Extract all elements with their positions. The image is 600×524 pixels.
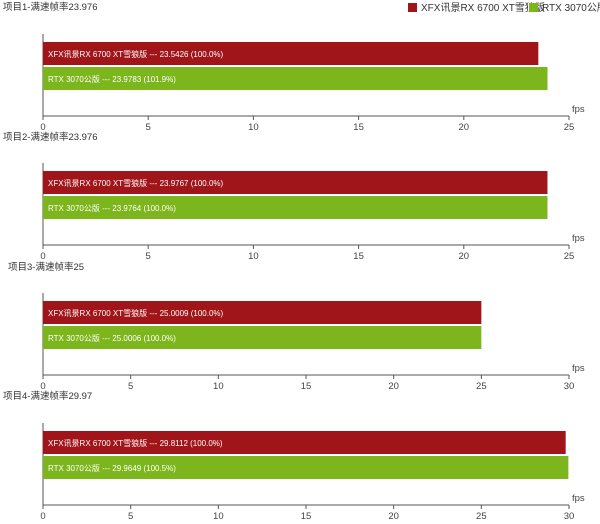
bar-rtx [43, 326, 482, 349]
x-axis-unit: fps [572, 104, 585, 115]
x-tick-label: 0 [40, 381, 45, 392]
bar-label-rtx: RTX 3070公版 --- 23.9764 (100.0%) [48, 203, 176, 213]
x-tick-label: 10 [248, 122, 259, 133]
x-axis-unit: fps [572, 363, 585, 374]
bar-label-xfx: XFX讯景RX 6700 XT雪狼版 --- 25.0009 (100.0%) [48, 308, 224, 318]
x-tick-label: 10 [248, 251, 259, 262]
bar-rtx [43, 456, 569, 479]
x-tick-label: 30 [564, 511, 575, 522]
x-tick-label: 10 [213, 381, 224, 392]
x-axis-unit: fps [572, 233, 585, 244]
chart-panel-1: 项目1-满速帧率23.976 XFX讯景RX 6700 XT雪狼版 --- 23.… [3, 1, 585, 133]
x-tick-label: 25 [564, 122, 575, 133]
legend-label-rtx: RTX 3070公版 [542, 1, 600, 14]
bar-label-rtx: RTX 3070公版 --- 23.9783 (101.9%) [48, 74, 176, 84]
bar-label-xfx: XFX讯景RX 6700 XT雪狼版 --- 23.5426 (100.0%) [48, 49, 224, 59]
panel-title: 项目4-满速帧率29.97 [3, 390, 92, 402]
x-tick-label: 5 [146, 122, 151, 133]
x-tick-label: 25 [476, 511, 487, 522]
x-tick-label: 15 [301, 511, 312, 522]
chart-panels: 项目1-满速帧率23.976 XFX讯景RX 6700 XT雪狼版 --- 23.… [3, 1, 585, 522]
chart-panel-4: 项目4-满速帧率29.97 XFX讯景RX 6700 XT雪狼版 --- 29.8… [3, 390, 585, 522]
x-tick-label: 30 [564, 381, 575, 392]
bar-label-rtx: RTX 3070公版 --- 29.9649 (100.5%) [48, 463, 176, 473]
chart-panel-2: 项目2-满速帧率23.976 XFX讯景RX 6700 XT雪狼版 --- 23.… [3, 131, 585, 262]
x-tick-label: 15 [353, 251, 364, 262]
x-tick-label: 15 [301, 381, 312, 392]
x-axis-unit: fps [572, 493, 585, 504]
x-tick-label: 5 [128, 381, 133, 392]
bar-label-rtx: RTX 3070公版 --- 25.0006 (100.0%) [48, 333, 176, 343]
panel-title: 项目1-满速帧率23.976 [3, 1, 98, 13]
x-tick-label: 20 [459, 251, 470, 262]
legend-swatch-rtx [529, 3, 538, 12]
legend-label-xfx: XFX讯景RX 6700 XT雪狼版 [421, 1, 545, 14]
x-tick-label: 10 [213, 511, 224, 522]
x-tick-label: 5 [128, 511, 133, 522]
bar-xfx [43, 171, 548, 194]
bar-xfx [43, 301, 482, 324]
legend: XFX讯景RX 6700 XT雪狼版 RTX 3070公版 [408, 1, 600, 14]
bar-xfx [43, 431, 566, 454]
x-tick-label: 25 [564, 251, 575, 262]
bar-rtx [43, 196, 548, 219]
x-tick-label: 15 [353, 122, 364, 133]
panel-title: 项目3-满速帧率25 [8, 261, 84, 273]
chart-panel-3: 项目3-满速帧率25 XFX讯景RX 6700 XT雪狼版 --- 25.0009… [8, 261, 585, 392]
x-tick-label: 20 [388, 511, 399, 522]
x-tick-label: 20 [388, 381, 399, 392]
panel-title: 项目2-满速帧率23.976 [3, 131, 98, 143]
legend-swatch-xfx [408, 3, 417, 12]
x-tick-label: 0 [40, 122, 45, 133]
x-tick-label: 20 [459, 122, 470, 133]
bar-rtx [43, 67, 548, 90]
bar-label-xfx: XFX讯景RX 6700 XT雪狼版 --- 23.9767 (100.0%) [48, 178, 224, 188]
x-tick-label: 5 [146, 251, 151, 262]
bar-xfx [43, 42, 539, 65]
x-tick-label: 25 [476, 381, 487, 392]
x-tick-label: 0 [40, 511, 45, 522]
x-tick-label: 0 [40, 251, 45, 262]
bar-label-xfx: XFX讯景RX 6700 XT雪狼版 --- 29.8112 (100.0%) [48, 438, 223, 448]
